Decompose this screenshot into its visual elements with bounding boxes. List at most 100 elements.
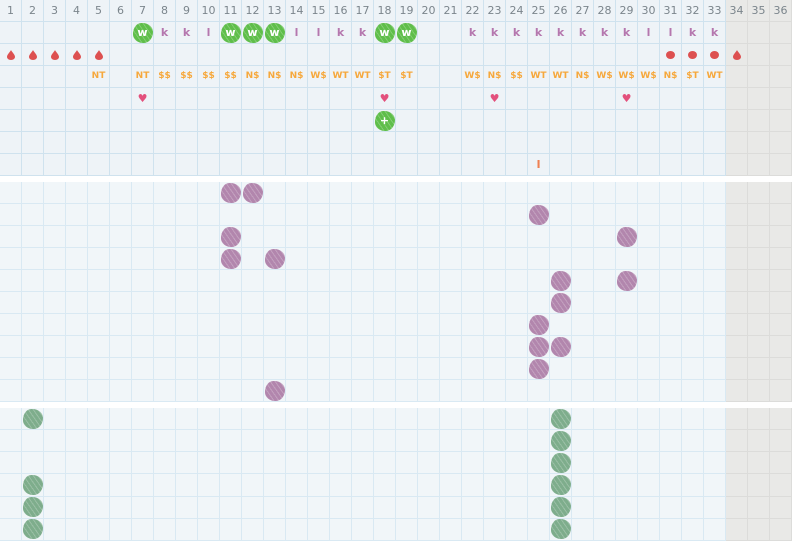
bottom-row6-day-26[interactable]: [550, 519, 572, 541]
middle-row2-day-26[interactable]: [550, 204, 572, 226]
middle-row10-day-32[interactable]: [682, 380, 704, 402]
bottom-row1-day-26[interactable]: [550, 408, 572, 430]
middle-row10-day-18[interactable]: [374, 380, 396, 402]
middle-row6-day-14[interactable]: [286, 292, 308, 314]
bottom-row4-day-17[interactable]: [352, 474, 374, 496]
middle-row10-day-14[interactable]: [286, 380, 308, 402]
middle-row8-day-28[interactable]: [594, 336, 616, 358]
middle-row4-day-9[interactable]: [176, 248, 198, 270]
middle-row2-day-9[interactable]: [176, 204, 198, 226]
empty-row-day-22[interactable]: [462, 132, 484, 154]
bottom-row3-day-12[interactable]: [242, 452, 264, 474]
bottom-row6-day-20[interactable]: [418, 519, 440, 541]
middle-row9-day-30[interactable]: [638, 358, 660, 380]
intimacy-day-5[interactable]: [88, 88, 110, 110]
bottom-row3-day-31[interactable]: [660, 452, 682, 474]
intimacy-day-3[interactable]: [44, 88, 66, 110]
intimacy-day-32[interactable]: [682, 88, 704, 110]
note-day-13[interactable]: [264, 154, 286, 176]
bottom-row3-day-8[interactable]: [154, 452, 176, 474]
middle-row5-day-28[interactable]: [594, 270, 616, 292]
bottom-row3-day-3[interactable]: [44, 452, 66, 474]
cervical-fluid-day-13[interactable]: w: [264, 22, 286, 44]
empty-row-day-7[interactable]: [132, 132, 154, 154]
middle-row4-day-1[interactable]: [0, 248, 22, 270]
bottom-row5-day-27[interactable]: [572, 497, 594, 519]
bottom-row4-day-33[interactable]: [704, 474, 726, 496]
intimacy-day-28[interactable]: [594, 88, 616, 110]
middle-row1-day-33[interactable]: [704, 182, 726, 204]
note-day-16[interactable]: [330, 154, 352, 176]
sensation-codes-day-13[interactable]: N$: [264, 66, 286, 88]
middle-row6-day-23[interactable]: [484, 292, 506, 314]
middle-row6-day-24[interactable]: [506, 292, 528, 314]
positive-test-day-16[interactable]: [330, 110, 352, 132]
empty-row-day-1[interactable]: [0, 132, 22, 154]
middle-row9-day-4[interactable]: [66, 358, 88, 380]
bottom-row6-day-33[interactable]: [704, 519, 726, 541]
middle-row6-day-19[interactable]: [396, 292, 418, 314]
bleeding-day-29[interactable]: [616, 44, 638, 66]
bottom-row1-day-12[interactable]: [242, 408, 264, 430]
middle-row10-day-31[interactable]: [660, 380, 682, 402]
intimacy-day-8[interactable]: [154, 88, 176, 110]
bottom-row6-day-5[interactable]: [88, 519, 110, 541]
positive-test-day-3[interactable]: [44, 110, 66, 132]
bottom-row3-day-29[interactable]: [616, 452, 638, 474]
positive-test-day-13[interactable]: [264, 110, 286, 132]
middle-row2-day-31[interactable]: [660, 204, 682, 226]
bottom-row6-day-18[interactable]: [374, 519, 396, 541]
middle-row9-day-16[interactable]: [330, 358, 352, 380]
positive-test-day-23[interactable]: [484, 110, 506, 132]
bottom-row6-day-32[interactable]: [682, 519, 704, 541]
note-day-21[interactable]: [440, 154, 462, 176]
bottom-row5-day-12[interactable]: [242, 497, 264, 519]
middle-row4-day-24[interactable]: [506, 248, 528, 270]
bottom-row5-day-15[interactable]: [308, 497, 330, 519]
bottom-row2-day-17[interactable]: [352, 430, 374, 452]
middle-row8-day-22[interactable]: [462, 336, 484, 358]
empty-row-day-15[interactable]: [308, 132, 330, 154]
bottom-row4-day-16[interactable]: [330, 474, 352, 496]
sensation-codes-day-6[interactable]: [110, 66, 132, 88]
cervical-fluid-day-5[interactable]: [88, 22, 110, 44]
intimacy-day-26[interactable]: [550, 88, 572, 110]
bottom-row1-day-18[interactable]: [374, 408, 396, 430]
middle-row5-day-4[interactable]: [66, 270, 88, 292]
bottom-row2-day-12[interactable]: [242, 430, 264, 452]
bottom-row3-day-26[interactable]: [550, 452, 572, 474]
note-day-32[interactable]: [682, 154, 704, 176]
middle-row4-day-11[interactable]: [220, 248, 242, 270]
middle-row1-day-17[interactable]: [352, 182, 374, 204]
bottom-row1-day-30[interactable]: [638, 408, 660, 430]
bottom-row4-day-26[interactable]: [550, 474, 572, 496]
bottom-row6-day-24[interactable]: [506, 519, 528, 541]
empty-row-day-28[interactable]: [594, 132, 616, 154]
bottom-row5-day-13[interactable]: [264, 497, 286, 519]
sensation-codes-day-12[interactable]: N$: [242, 66, 264, 88]
sensation-codes-day-4[interactable]: [66, 66, 88, 88]
bottom-row5-day-6[interactable]: [110, 497, 132, 519]
middle-row10-day-30[interactable]: [638, 380, 660, 402]
bottom-row6-day-15[interactable]: [308, 519, 330, 541]
bottom-row4-day-28[interactable]: [594, 474, 616, 496]
bleeding-day-22[interactable]: [462, 44, 484, 66]
middle-row10-day-11[interactable]: [220, 380, 242, 402]
middle-row3-day-1[interactable]: [0, 226, 22, 248]
middle-row2-day-16[interactable]: [330, 204, 352, 226]
middle-row9-day-14[interactable]: [286, 358, 308, 380]
middle-row8-day-15[interactable]: [308, 336, 330, 358]
middle-row10-day-4[interactable]: [66, 380, 88, 402]
middle-row9-day-11[interactable]: [220, 358, 242, 380]
cervical-fluid-day-26[interactable]: k: [550, 22, 572, 44]
intimacy-day-14[interactable]: [286, 88, 308, 110]
middle-row8-day-18[interactable]: [374, 336, 396, 358]
middle-row6-day-8[interactable]: [154, 292, 176, 314]
note-day-28[interactable]: [594, 154, 616, 176]
bottom-row5-day-18[interactable]: [374, 497, 396, 519]
bottom-row4-day-1[interactable]: [0, 474, 22, 496]
sensation-codes-day-33[interactable]: WT: [704, 66, 726, 88]
empty-row-day-21[interactable]: [440, 132, 462, 154]
bottom-row1-day-16[interactable]: [330, 408, 352, 430]
middle-row4-day-32[interactable]: [682, 248, 704, 270]
